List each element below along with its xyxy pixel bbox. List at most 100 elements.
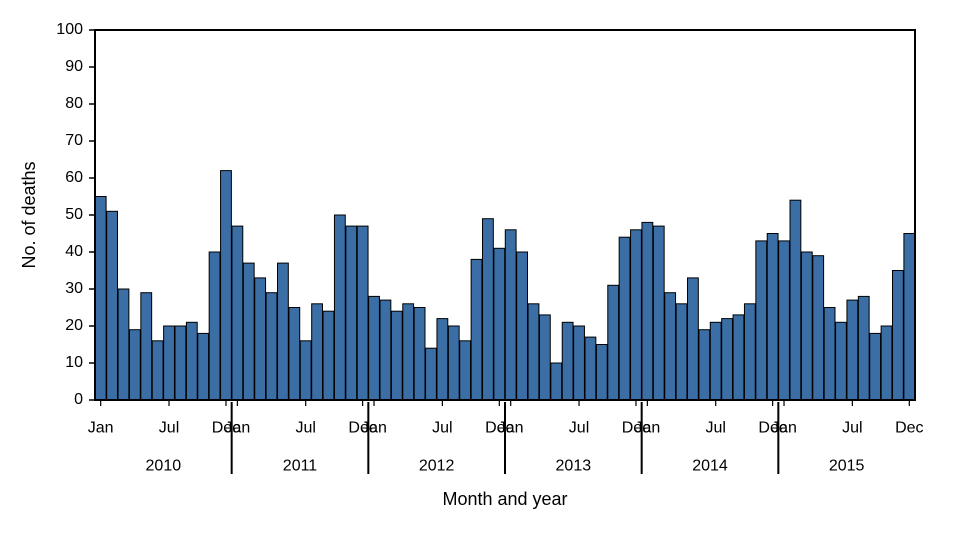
x-month-label: Jul	[705, 419, 725, 436]
x-year-label: 2012	[419, 457, 455, 474]
bar	[858, 296, 869, 400]
bar	[186, 322, 197, 400]
bar	[221, 171, 232, 400]
bar	[426, 348, 437, 400]
y-tick-label: 90	[65, 58, 83, 75]
bar	[744, 304, 755, 400]
x-month-label: Jan	[498, 419, 524, 436]
y-tick-label: 50	[65, 206, 83, 223]
x-month-label: Jan	[88, 419, 114, 436]
bar	[437, 319, 448, 400]
x-axis-label: Month and year	[442, 489, 567, 509]
bar	[266, 293, 277, 400]
x-month-label: Jul	[569, 419, 589, 436]
deaths-bar-chart: 0 10 20 30 40 50 60 70 80 90 100 No. of deaths Jan Ju…	[0, 0, 955, 535]
bar	[790, 200, 801, 400]
bar	[779, 241, 790, 400]
bar	[665, 293, 676, 400]
bar	[95, 197, 106, 401]
y-tick-label: 70	[65, 132, 83, 149]
bar	[710, 322, 721, 400]
y-tick-label: 20	[65, 317, 83, 334]
bar	[596, 345, 607, 401]
bar	[562, 322, 573, 400]
bar	[528, 304, 539, 400]
bar	[198, 333, 209, 400]
bar	[767, 234, 778, 401]
bar	[164, 326, 175, 400]
x-year-label: 2010	[146, 457, 182, 474]
bar	[881, 326, 892, 400]
y-tick-label: 60	[65, 169, 83, 186]
bar	[893, 271, 904, 401]
bar	[517, 252, 528, 400]
bar	[141, 293, 152, 400]
bar	[403, 304, 414, 400]
x-month-label: Jul	[842, 419, 862, 436]
bar	[232, 226, 243, 400]
bar	[688, 278, 699, 400]
bar	[801, 252, 812, 400]
bar	[505, 230, 516, 400]
y-tick-label: 0	[74, 391, 83, 408]
bar	[289, 308, 300, 401]
bar	[175, 326, 186, 400]
bar	[414, 308, 425, 401]
y-tick-label: 100	[56, 21, 83, 38]
x-month-label: Jan	[771, 419, 797, 436]
y-axis-label: No. of deaths	[19, 161, 39, 268]
x-year-label: 2011	[283, 457, 318, 474]
bar	[129, 330, 140, 400]
x-month-label: Jul	[295, 419, 315, 436]
bar	[824, 308, 835, 401]
bar	[346, 226, 357, 400]
x-month-label: Jul	[159, 419, 179, 436]
bar	[278, 263, 289, 400]
bar	[494, 248, 505, 400]
y-tick-label: 10	[65, 354, 83, 371]
bar	[608, 285, 619, 400]
bar	[699, 330, 710, 400]
bar	[585, 337, 596, 400]
bar	[118, 289, 129, 400]
bar	[369, 296, 380, 400]
bar	[357, 226, 368, 400]
bar	[380, 300, 391, 400]
y-tick-label: 80	[65, 95, 83, 112]
bar	[631, 230, 642, 400]
bar	[756, 241, 767, 400]
x-year-label: 2013	[556, 457, 592, 474]
bar	[471, 259, 482, 400]
bar	[539, 315, 550, 400]
bar	[574, 326, 585, 400]
bar	[642, 222, 653, 400]
bar	[312, 304, 323, 400]
bar	[323, 311, 334, 400]
bar	[813, 256, 824, 400]
x-month-label: Jan	[361, 419, 387, 436]
bar	[722, 319, 733, 400]
bar	[209, 252, 220, 400]
bar	[300, 341, 311, 400]
bar	[653, 226, 664, 400]
bar	[391, 311, 402, 400]
bar	[733, 315, 744, 400]
bar	[152, 341, 163, 400]
chart-container: 0 10 20 30 40 50 60 70 80 90 100 No. of deaths Jan Ju…	[0, 0, 955, 535]
bar	[243, 263, 254, 400]
x-month-label: Dec	[895, 419, 923, 436]
x-month-label: Jul	[432, 419, 452, 436]
x-month-label: Jan	[224, 419, 250, 436]
bar	[460, 341, 471, 400]
bar	[904, 234, 915, 401]
x-year-label: 2014	[692, 457, 728, 474]
bar	[619, 237, 630, 400]
bar	[255, 278, 266, 400]
y-tick-label: 30	[65, 280, 83, 297]
bar	[551, 363, 562, 400]
bar	[836, 322, 847, 400]
bar	[847, 300, 858, 400]
bar	[870, 333, 881, 400]
y-tick-label: 40	[65, 243, 83, 260]
x-month-label: Jan	[634, 419, 660, 436]
